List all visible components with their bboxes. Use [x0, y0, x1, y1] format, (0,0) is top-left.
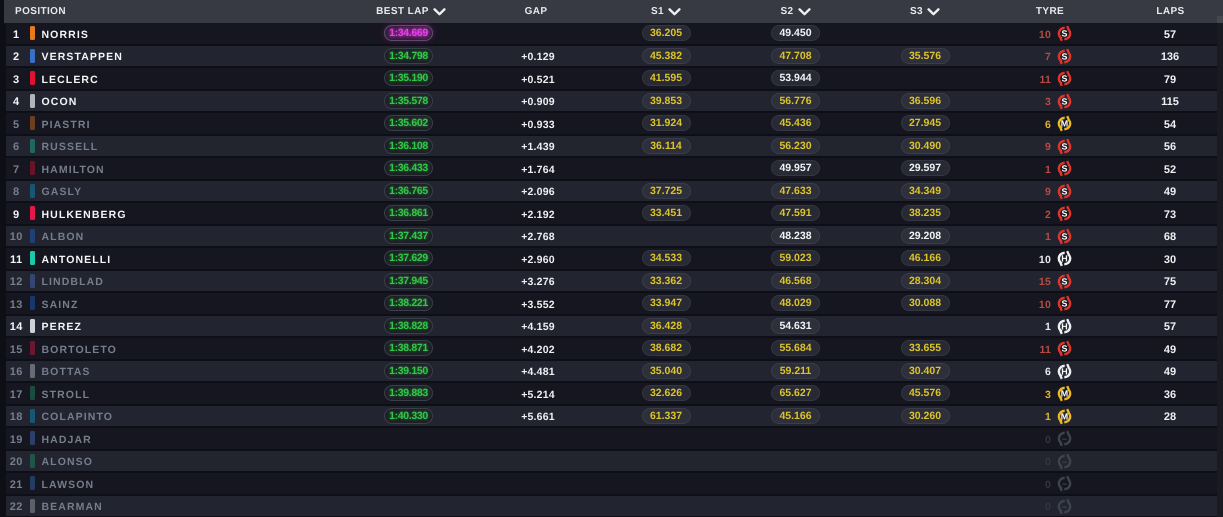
- svg-text:M: M: [1061, 388, 1068, 399]
- svg-text:S: S: [1062, 343, 1068, 354]
- svg-text:S: S: [1062, 186, 1068, 197]
- svg-text:H: H: [1061, 321, 1067, 332]
- svg-text:S: S: [1062, 51, 1068, 62]
- svg-text:–: –: [1062, 501, 1067, 512]
- svg-text:S: S: [1062, 163, 1068, 174]
- svg-text:S: S: [1062, 73, 1068, 84]
- svg-text:–: –: [1062, 456, 1067, 467]
- svg-text:S: S: [1062, 141, 1068, 152]
- svg-text:S: S: [1062, 208, 1068, 219]
- svg-text:–: –: [1062, 433, 1067, 444]
- svg-text:S: S: [1062, 276, 1068, 287]
- svg-text:H: H: [1061, 253, 1067, 264]
- svg-text:S: S: [1062, 298, 1068, 309]
- svg-text:M: M: [1061, 411, 1068, 422]
- svg-text:–: –: [1062, 478, 1067, 489]
- svg-text:H: H: [1061, 366, 1067, 377]
- svg-text:S: S: [1062, 96, 1068, 107]
- svg-text:S: S: [1062, 231, 1068, 242]
- svg-text:S: S: [1062, 28, 1068, 39]
- svg-text:M: M: [1061, 118, 1068, 129]
